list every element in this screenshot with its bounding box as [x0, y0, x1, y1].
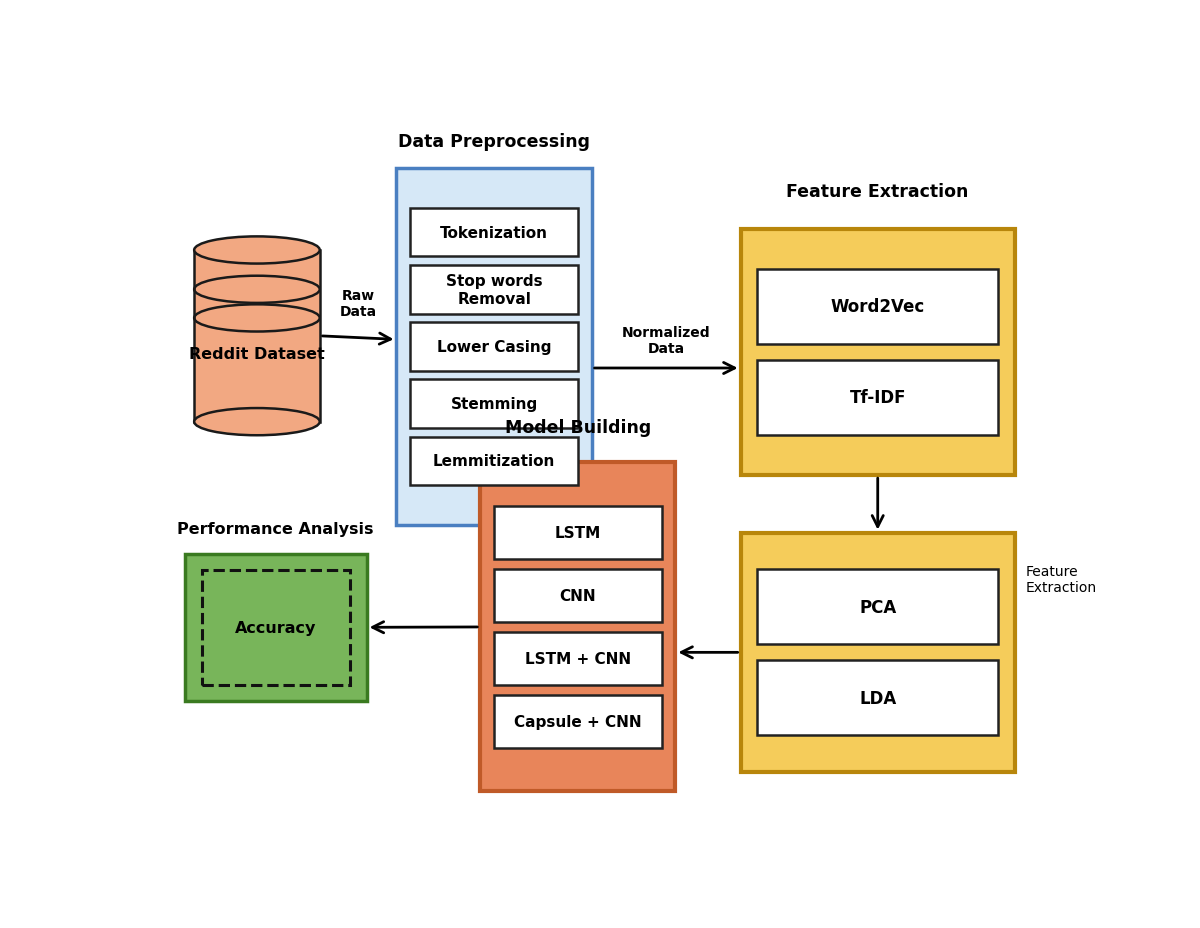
- FancyBboxPatch shape: [480, 463, 676, 792]
- Text: Feature
Extraction: Feature Extraction: [1026, 564, 1097, 595]
- Text: Data Preprocessing: Data Preprocessing: [398, 133, 590, 150]
- Text: CNN: CNN: [559, 588, 596, 603]
- Bar: [202, 570, 350, 685]
- Text: Tf-IDF: Tf-IDF: [850, 389, 906, 406]
- FancyBboxPatch shape: [396, 169, 592, 526]
- Text: Stop words
Removal: Stop words Removal: [445, 274, 542, 306]
- Text: Feature Extraction: Feature Extraction: [786, 183, 968, 200]
- Text: Word2Vec: Word2Vec: [830, 298, 925, 316]
- Text: LSTM + CNN: LSTM + CNN: [524, 651, 631, 666]
- Text: LSTM: LSTM: [554, 525, 601, 540]
- Text: LDA: LDA: [859, 689, 896, 707]
- Text: Lower Casing: Lower Casing: [437, 340, 551, 354]
- Bar: [194, 251, 319, 422]
- FancyBboxPatch shape: [185, 554, 367, 701]
- Text: Tokenization: Tokenization: [440, 226, 548, 240]
- Text: Lemmitization: Lemmitization: [433, 454, 556, 469]
- Bar: [494, 632, 661, 686]
- Ellipse shape: [194, 238, 319, 264]
- FancyBboxPatch shape: [740, 533, 1015, 772]
- Text: Capsule + CNN: Capsule + CNN: [514, 715, 642, 729]
- Text: Performance Analysis: Performance Analysis: [178, 522, 374, 536]
- Bar: [757, 570, 998, 645]
- Bar: [494, 506, 661, 560]
- Text: Model Building: Model Building: [505, 419, 650, 436]
- Bar: [410, 265, 578, 315]
- Text: Reddit Dataset: Reddit Dataset: [190, 347, 325, 362]
- Text: Raw
Data: Raw Data: [340, 289, 377, 318]
- FancyBboxPatch shape: [740, 229, 1015, 476]
- Bar: [494, 695, 661, 748]
- Bar: [410, 437, 578, 485]
- Text: Normalized
Data: Normalized Data: [622, 326, 710, 355]
- Text: Accuracy: Accuracy: [235, 620, 317, 635]
- Bar: [410, 380, 578, 429]
- Bar: [757, 270, 998, 344]
- Text: PCA: PCA: [859, 599, 896, 616]
- Text: Stemming: Stemming: [450, 397, 538, 412]
- Bar: [410, 323, 578, 371]
- Bar: [410, 209, 578, 257]
- Bar: [757, 360, 998, 435]
- Bar: [757, 661, 998, 736]
- Ellipse shape: [194, 408, 319, 436]
- Bar: [494, 569, 661, 623]
